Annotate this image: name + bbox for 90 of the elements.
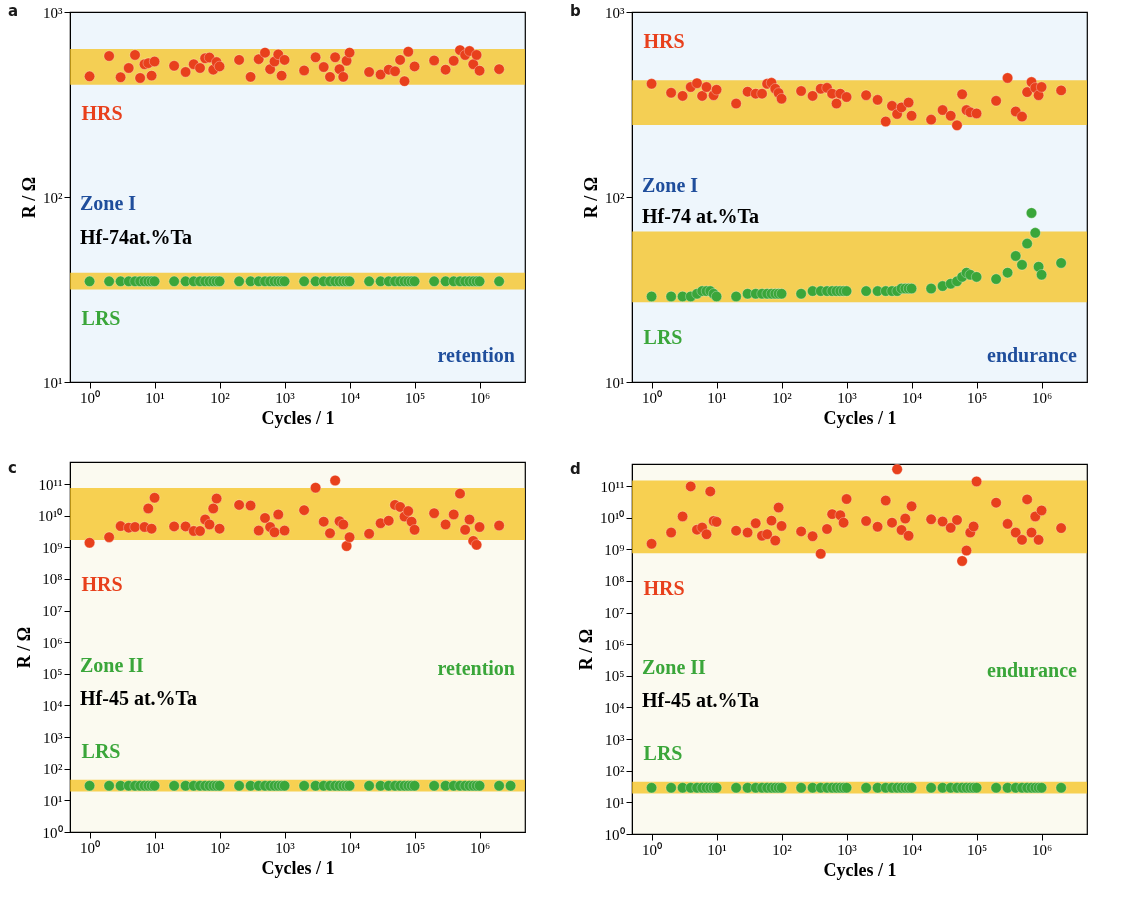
chart-title: a bbox=[8, 2, 19, 20]
annotation: Hf-74at.%Ta bbox=[80, 225, 193, 248]
y-tick-label: 10¹ bbox=[605, 374, 625, 391]
y-tick-label: 10⁷ bbox=[604, 605, 625, 622]
x-tick-label: 10⁵ bbox=[404, 389, 426, 406]
y-tick-label: 10⁹ bbox=[42, 539, 63, 556]
y-tick-label: 10¹¹ bbox=[600, 478, 625, 495]
y-tick-label: 10⁴ bbox=[42, 697, 63, 714]
x-axis-title: Cycles / 1 bbox=[261, 407, 335, 428]
x-tick-label: 10⁰ bbox=[642, 841, 663, 858]
x-tick-label: 10² bbox=[772, 389, 793, 406]
y-tick-label: 10³ bbox=[43, 729, 63, 746]
chart-title: c bbox=[8, 459, 17, 477]
y-axis-title: R / Ω bbox=[581, 176, 601, 219]
y-tick-label: 10³ bbox=[605, 4, 625, 21]
y-tick-label: 10¹¹ bbox=[38, 476, 63, 493]
x-tick-label: 10⁵ bbox=[404, 839, 426, 856]
x-tick-label: 10⁶ bbox=[1031, 389, 1053, 406]
annotation: Hf-74 at.%Ta bbox=[642, 205, 760, 228]
series-label: HRS bbox=[643, 29, 685, 52]
x-tick-label: 10¹ bbox=[145, 839, 165, 856]
y-axis-title: R / Ω bbox=[576, 628, 596, 671]
y-tick-label: 10⁶ bbox=[42, 634, 63, 651]
y-tick-label: 10⁸ bbox=[604, 573, 625, 590]
y-tick-label: 10⁰ bbox=[42, 824, 63, 841]
x-tick-label: 10³ bbox=[837, 389, 858, 406]
annotation: retention bbox=[437, 344, 515, 367]
x-tick-label: 10² bbox=[772, 841, 793, 858]
x-tick-label: 10³ bbox=[837, 841, 858, 858]
series-label: HRS bbox=[81, 572, 123, 595]
annotation: endurance bbox=[987, 659, 1078, 682]
series-label: LRS bbox=[643, 741, 683, 764]
x-tick-label: 10⁴ bbox=[901, 389, 923, 406]
series-label: LRS bbox=[643, 326, 683, 349]
x-tick-label: 10⁶ bbox=[1031, 841, 1053, 858]
x-tick-label: 10⁴ bbox=[339, 389, 361, 406]
annotation: endurance bbox=[987, 344, 1078, 367]
x-tick-label: 10⁴ bbox=[339, 839, 361, 856]
y-tick-label: 10⁸ bbox=[42, 571, 63, 588]
y-tick-label: 10² bbox=[605, 763, 625, 780]
y-tick-label: 10⁴ bbox=[604, 699, 625, 716]
y-tick-label: 10² bbox=[43, 761, 63, 778]
y-tick-label: 10¹ bbox=[43, 374, 63, 391]
y-axis-title: R / Ω bbox=[19, 176, 39, 219]
series-label: HRS bbox=[643, 576, 685, 599]
y-tick-label: 10² bbox=[43, 189, 63, 206]
y-tick-label: 10³ bbox=[43, 4, 63, 21]
x-tick-label: 10⁰ bbox=[80, 839, 101, 856]
y-tick-label: 10¹⁰ bbox=[600, 510, 625, 527]
y-axis-title: R / Ω bbox=[14, 626, 34, 669]
x-tick-label: 10⁵ bbox=[966, 841, 988, 858]
annotation: Hf-45 at.%Ta bbox=[80, 686, 198, 709]
y-tick-label: 10³ bbox=[605, 731, 625, 748]
y-tick-label: 10⁷ bbox=[42, 603, 63, 620]
y-tick-label: 10⁶ bbox=[604, 636, 625, 653]
y-tick-label: 10¹ bbox=[43, 792, 63, 809]
series-label: LRS bbox=[81, 739, 121, 762]
x-axis-title: Cycles / 1 bbox=[823, 859, 897, 880]
x-tick-label: 10⁶ bbox=[469, 839, 491, 856]
x-tick-label: 10⁴ bbox=[901, 841, 923, 858]
y-tick-label: 10⁵ bbox=[42, 666, 63, 683]
chart-title: b bbox=[570, 2, 581, 20]
chart-title: d bbox=[570, 459, 581, 478]
y-tick-label: 10⁵ bbox=[604, 668, 625, 685]
x-tick-label: 10⁰ bbox=[80, 389, 101, 406]
x-axis-title: Cycles / 1 bbox=[823, 407, 897, 428]
series-label: LRS bbox=[81, 307, 121, 330]
y-tick-label: 10⁰ bbox=[604, 826, 625, 843]
annotation: retention bbox=[437, 657, 515, 680]
x-tick-label: 10¹ bbox=[707, 841, 727, 858]
y-tick-label: 10⁹ bbox=[604, 541, 625, 558]
x-axis-title: Cycles / 1 bbox=[261, 857, 335, 878]
annotation: Hf-45 at.%Ta bbox=[642, 688, 760, 711]
x-tick-label: 10¹ bbox=[145, 389, 165, 406]
y-tick-label: 10¹⁰ bbox=[38, 508, 63, 525]
x-tick-label: 10³ bbox=[275, 389, 296, 406]
annotation: Zone II bbox=[642, 655, 707, 678]
x-tick-label: 10² bbox=[210, 389, 231, 406]
x-tick-label: 10² bbox=[210, 839, 231, 856]
annotation: Zone II bbox=[80, 653, 145, 676]
x-tick-label: 10¹ bbox=[707, 389, 727, 406]
x-tick-label: 10⁰ bbox=[642, 389, 663, 406]
annotation: Zone I bbox=[642, 173, 699, 196]
x-tick-label: 10³ bbox=[275, 839, 296, 856]
y-tick-label: 10¹ bbox=[605, 794, 625, 811]
x-tick-label: 10⁶ bbox=[469, 389, 491, 406]
annotation: Zone I bbox=[80, 192, 137, 215]
y-tick-label: 10² bbox=[605, 189, 625, 206]
x-tick-label: 10⁵ bbox=[966, 389, 988, 406]
series-label: HRS bbox=[81, 102, 123, 125]
